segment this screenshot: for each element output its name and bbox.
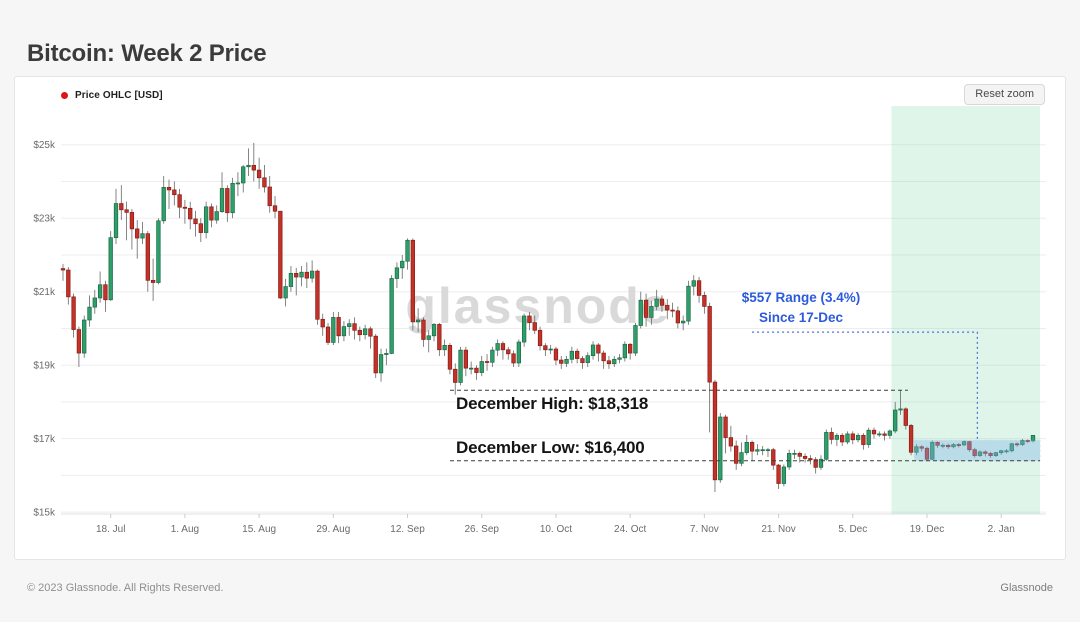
- footer: © 2023 Glassnode. All Rights Reserved. G…: [0, 582, 1080, 594]
- svg-text:$15k: $15k: [33, 508, 56, 519]
- gridlines: [61, 144, 1046, 515]
- svg-text:19. Dec: 19. Dec: [910, 524, 944, 535]
- svg-text:$19k: $19k: [33, 361, 56, 372]
- svg-text:18. Jul: 18. Jul: [96, 524, 125, 535]
- svg-text:$25k: $25k: [33, 140, 56, 151]
- legend: Price OHLC [USD]: [61, 90, 163, 101]
- range-annotation-line1: $557 Range (3.4%): [741, 290, 861, 305]
- range-box: [913, 439, 1041, 462]
- svg-text:15. Aug: 15. Aug: [242, 524, 276, 535]
- december-low-annotation: December Low: $16,400: [456, 438, 645, 457]
- candles-series: [60, 142, 1036, 492]
- legend-dot-icon: [61, 92, 68, 99]
- svg-text:29. Aug: 29. Aug: [316, 524, 350, 535]
- svg-text:21. Nov: 21. Nov: [761, 524, 795, 535]
- page-title: Bitcoin: Week 2 Price: [27, 40, 267, 68]
- svg-text:26. Sep: 26. Sep: [465, 524, 500, 535]
- y-axis-labels: $15k $17k $19k $21k $23k $25k: [33, 140, 56, 518]
- legend-label: Price OHLC [USD]: [75, 90, 163, 101]
- price-chart[interactable]: glassnode $15k $17k $19k $21k $23k $25k 18. Jul…: [15, 77, 1065, 559]
- range-connector-line: [752, 331, 978, 441]
- watermark-text: glassnode: [405, 278, 670, 334]
- svg-text:$23k: $23k: [33, 214, 56, 225]
- svg-text:5. Dec: 5. Dec: [838, 524, 867, 535]
- svg-text:2. Jan: 2. Jan: [988, 524, 1015, 535]
- footer-copyright: © 2023 Glassnode. All Rights Reserved.: [27, 582, 224, 594]
- svg-text:12. Sep: 12. Sep: [390, 524, 425, 535]
- december-high-annotation: December High: $18,318: [456, 394, 649, 413]
- chart-card: Price OHLC [USD] Reset zoom glassnode $15…: [14, 76, 1066, 560]
- range-annotation-line2: Since 17-Dec: [758, 310, 844, 325]
- svg-text:10. Oct: 10. Oct: [540, 524, 572, 535]
- range-annotation: $557 Range (3.4%) Since 17-Dec: [666, 288, 936, 328]
- svg-text:$17k: $17k: [33, 434, 56, 445]
- svg-text:1. Aug: 1. Aug: [171, 524, 199, 535]
- reset-zoom-button[interactable]: Reset zoom: [964, 84, 1045, 105]
- x-axis-labels: 18. Jul 1. Aug 15. Aug 29. Aug 12. Sep 26. Se…: [96, 514, 1015, 535]
- svg-text:24. Oct: 24. Oct: [614, 524, 646, 535]
- svg-text:7. Nov: 7. Nov: [690, 524, 719, 535]
- footer-brand: Glassnode: [1000, 582, 1053, 594]
- svg-text:$21k: $21k: [33, 287, 56, 298]
